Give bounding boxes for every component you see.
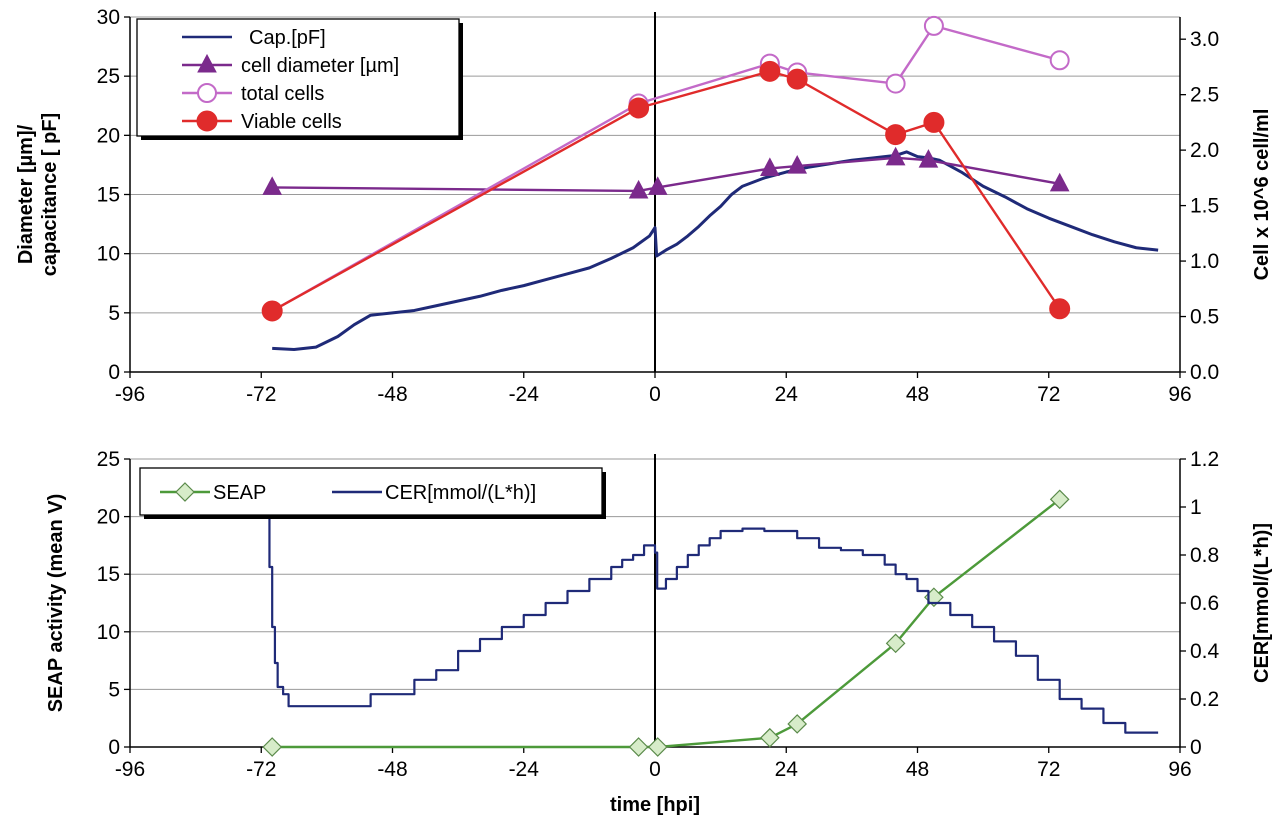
y-left-tick-label: 10 (97, 243, 120, 266)
data-point-seap (759, 727, 780, 748)
y-left-title: Diameter [µm]/capacitance [ pF] (15, 113, 61, 276)
x-tick-label: 96 (1168, 383, 1191, 406)
y-right-tick-label: 0.6 (1190, 592, 1219, 615)
legend-box (136, 18, 460, 137)
x-tick-label: -48 (377, 758, 407, 781)
data-point-cell-diameter-m (760, 157, 780, 176)
data-point-seap (1049, 489, 1070, 510)
x-tick-label: 72 (1037, 758, 1060, 781)
y-left-tick-label: 5 (108, 678, 120, 701)
data-point-viable-cells (628, 97, 650, 119)
data-point-viable-cells (261, 300, 283, 322)
data-point-total-cells (885, 73, 906, 94)
data-point-seap (885, 633, 906, 654)
x-tick-label: -72 (246, 383, 276, 406)
y-left-title-text: SEAP activity (mean V) (45, 494, 67, 713)
legend-label-total-cells: total cells (241, 83, 324, 105)
data-point-total-cells (1049, 50, 1070, 71)
y-right-title-text: CER[mmol/(L*h)] (1251, 523, 1273, 683)
series-line-seap (272, 498, 1061, 749)
legend-label-cell-diameter-m: cell diameter [µm] (241, 55, 399, 77)
data-point-viable-cells (759, 60, 781, 82)
y-left-tick-label: 10 (97, 621, 120, 644)
y-right-tick-label: 0.2 (1190, 688, 1219, 711)
data-point-cell-diameter-m (262, 176, 283, 195)
y-right-tick-label: 1.2 (1190, 448, 1219, 471)
data-point-seap (787, 714, 808, 734)
legend-label-cer-mmol-l-h: CER[mmol/(L*h)] (385, 482, 536, 504)
data-point-cell-diameter-m (1049, 172, 1070, 192)
x-tick-label: 72 (1037, 383, 1060, 406)
x-tick-label: 48 (906, 758, 929, 781)
y-left-tick-label: 15 (97, 563, 120, 586)
series-line-cell-diameter-m (272, 156, 1060, 193)
x-tick-label: -24 (509, 383, 540, 406)
y-left-tick-label: 0 (108, 736, 120, 759)
x-tick-label: 0 (649, 383, 661, 406)
legend-label-viable-cells: Viable cells (241, 111, 342, 133)
x-tick-label: 48 (906, 383, 929, 406)
legend-box (139, 467, 603, 516)
y-right-tick-label: 2.5 (1190, 84, 1219, 107)
y-right-tick-label: 3.0 (1190, 28, 1219, 51)
y-left-tick-label: 30 (97, 6, 120, 29)
data-point-cell-diameter-m (918, 149, 939, 168)
y-right-tick-label: 1.5 (1190, 195, 1219, 218)
y-right-title-text: Cell x 10^6 cell/ml (1251, 109, 1273, 281)
data-point-total-cells (923, 15, 944, 36)
series-line-cer-mmol-l-h (266, 515, 1159, 734)
legend-label-seap: SEAP (213, 482, 266, 504)
x-tick-label: 96 (1168, 758, 1191, 781)
y-right-tick-label: 0 (1190, 736, 1202, 759)
data-point-cell-diameter-m (647, 176, 668, 195)
y-left-title-line1: Diameter [µm]/ (15, 124, 37, 264)
data-point-viable-cells (923, 111, 945, 133)
data-point-viable-cells (885, 124, 907, 146)
x-tick-label: -96 (115, 383, 145, 406)
series-line-cap-pf (272, 150, 1159, 352)
data-point-cell-diameter-m (787, 155, 808, 174)
y-right-title: Cell x 10^6 cell/ml (1251, 109, 1273, 281)
y-left-tick-label: 25 (97, 65, 120, 88)
y-left-tick-label: 25 (97, 448, 120, 471)
y-right-tick-label: 1 (1190, 496, 1202, 519)
x-axis-title: time [hpi] (610, 794, 700, 816)
x-tick-label: -24 (509, 758, 540, 781)
x-tick-label: 24 (775, 383, 799, 406)
y-left-title: SEAP activity (mean V) (45, 494, 67, 713)
data-point-viable-cells (1049, 298, 1071, 320)
y-right-tick-label: 2.0 (1190, 139, 1219, 162)
legend-marker-viable-cells (196, 110, 218, 132)
y-right-tick-label: 0.8 (1190, 544, 1219, 567)
data-point-seap (262, 737, 283, 757)
y-right-title: CER[mmol/(L*h)] (1251, 523, 1273, 683)
y-left-tick-label: 5 (108, 302, 120, 325)
x-tick-label: -48 (377, 383, 407, 406)
data-point-seap (647, 737, 668, 757)
legend-label-cap-pf: Cap.[pF] (249, 27, 326, 49)
data-point-cell-diameter-m (628, 179, 649, 199)
legend-marker-cell-diameter-m (197, 53, 217, 73)
x-tick-label: 0 (649, 758, 661, 781)
y-left-tick-label: 0 (108, 361, 120, 384)
y-right-tick-label: 0.4 (1190, 640, 1220, 663)
data-point-seap (628, 737, 649, 757)
x-tick-label: 24 (775, 758, 799, 781)
y-right-tick-label: 0.0 (1190, 361, 1219, 384)
y-left-tick-label: 20 (97, 506, 120, 529)
data-point-cell-diameter-m (885, 146, 906, 166)
x-tick-label: -72 (246, 758, 276, 781)
y-right-tick-label: 1.0 (1190, 250, 1219, 273)
legend-marker-seap (175, 482, 195, 502)
data-point-viable-cells (786, 68, 808, 90)
y-right-tick-label: 0.5 (1190, 306, 1219, 329)
y-left-tick-label: 20 (97, 124, 120, 147)
y-left-tick-label: 15 (97, 184, 120, 207)
y-left-title-line2: capacitance [ pF] (39, 113, 61, 276)
legend-marker-total-cells (197, 83, 217, 103)
x-tick-label: -96 (115, 758, 145, 781)
